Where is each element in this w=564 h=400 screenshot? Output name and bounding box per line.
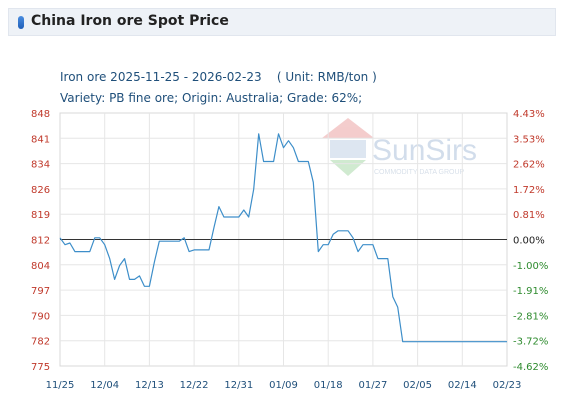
chart-subtitle-line1: Iron ore 2025-11-25 - 2026-02-23 ( Unit:…: [60, 70, 377, 84]
header-bar: China Iron ore Spot Price: [8, 8, 556, 36]
header-marker-icon: [18, 16, 24, 29]
y-tick-left: 819: [31, 210, 50, 221]
x-tick: 01/27: [358, 380, 387, 391]
y-tick-right: 3.53%: [513, 134, 545, 145]
y-tick-right: -4.62%: [513, 362, 548, 373]
x-tick: 11/25: [46, 380, 75, 391]
y-tick-left: 826: [31, 185, 50, 196]
y-tick-left: 848: [31, 109, 50, 120]
x-tick: 01/09: [269, 380, 298, 391]
y-tick-left: 782: [31, 337, 50, 348]
x-tick: 02/14: [448, 380, 477, 391]
chart-series: [59, 133, 507, 343]
x-tick: 12/22: [180, 380, 209, 391]
y-tick-right: -3.72%: [513, 337, 548, 348]
chart-subtitle-line2: Variety: PB fine ore; Origin: Australia;…: [60, 91, 363, 105]
x-tick: 12/13: [135, 380, 164, 391]
watermark-tagline: COMMODITY DATA GROUP: [374, 169, 465, 176]
y-tick-right: 2.62%: [513, 160, 545, 171]
y-tick-right: 4.43%: [513, 109, 545, 120]
y-tick-right: -1.91%: [513, 286, 548, 297]
y-tick-left: 804: [31, 261, 50, 272]
y-tick-left: 775: [31, 362, 50, 373]
y-tick-right: -2.81%: [513, 311, 548, 322]
page-title: China Iron ore Spot Price: [31, 13, 229, 29]
y-tick-left: 841: [31, 134, 50, 145]
y-tick-right: -1.00%: [513, 261, 548, 272]
y-tick-right: 1.72%: [513, 185, 545, 196]
x-tick: 12/31: [224, 380, 253, 391]
sunsirs-watermark: SunSirs COMMODITY DATA GROUP: [322, 118, 477, 176]
y-axis-right: 4.43% 3.53% 2.62% 1.72% 0.81% 0.00% -1.00% -1.9…: [513, 109, 548, 373]
y-tick-left: 834: [31, 160, 50, 171]
y-tick-left: 812: [31, 236, 50, 247]
price-series-line: [59, 133, 507, 343]
x-tick: 02/23: [493, 380, 522, 391]
y-tick-left: 797: [31, 286, 50, 297]
watermark-brand: SunSirs: [372, 134, 477, 167]
y-tick-right: 0.81%: [513, 210, 545, 221]
x-tick: 01/18: [314, 380, 343, 391]
watermark-roof-icon: [322, 118, 374, 138]
watermark-house-icon: [330, 140, 366, 158]
x-tick: 12/04: [90, 380, 119, 391]
y-tick-right: 0.00%: [513, 236, 545, 247]
y-tick-left: 790: [31, 311, 50, 322]
x-tick: 02/05: [403, 380, 432, 391]
x-axis: 11/25 12/04 12/13 12/22 12/31 01/09 01/18 01/27…: [46, 380, 522, 391]
watermark-leaf-icon: [330, 160, 366, 176]
y-axis-left: 848 841 834 826 819 812 804 797 790 782 775: [31, 109, 50, 373]
